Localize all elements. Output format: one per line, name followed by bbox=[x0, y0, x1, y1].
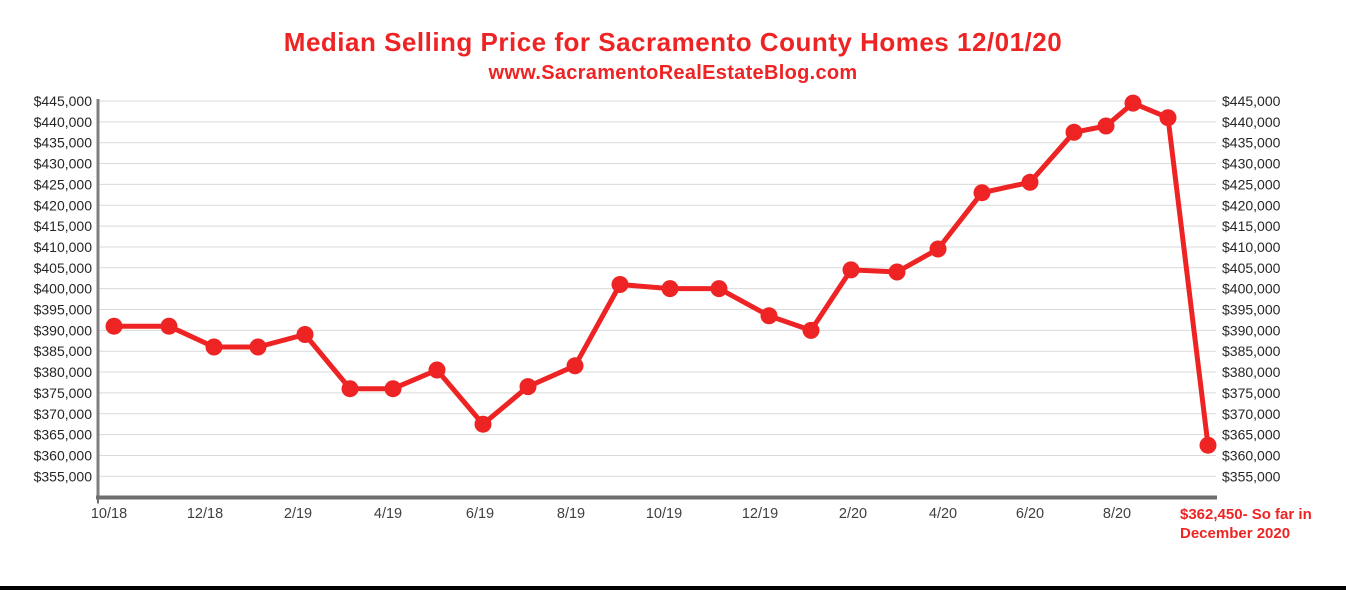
y-axis-label-left: $360,000 bbox=[34, 447, 93, 463]
y-axis-label-right: $405,000 bbox=[1222, 260, 1281, 276]
data-point bbox=[474, 415, 492, 433]
x-axis-label: 6/20 bbox=[1016, 506, 1044, 522]
y-axis-label-left: $370,000 bbox=[34, 406, 93, 422]
y-axis-label-left: $365,000 bbox=[34, 427, 93, 443]
y-axis-label-left: $405,000 bbox=[34, 260, 93, 276]
data-point bbox=[661, 280, 679, 298]
data-point bbox=[973, 184, 991, 202]
y-axis-label-right: $370,000 bbox=[1222, 406, 1281, 422]
data-point bbox=[566, 357, 584, 375]
y-axis-label-left: $400,000 bbox=[34, 281, 93, 297]
data-point bbox=[1021, 173, 1039, 191]
y-axis-label-right: $360,000 bbox=[1222, 447, 1281, 463]
x-axis-label: 4/19 bbox=[374, 506, 402, 522]
data-point bbox=[1159, 109, 1177, 127]
y-axis-label-right: $410,000 bbox=[1222, 239, 1281, 255]
data-point bbox=[249, 338, 267, 356]
x-axis-label: 4/20 bbox=[929, 506, 957, 522]
price-chart: $445,000 $445,000 $440,000 $440,000 $435,000… bbox=[34, 93, 1281, 522]
y-axis-label-right: $435,000 bbox=[1222, 135, 1281, 151]
december-so-far-annotation: $362,450- So far in December 2020 bbox=[1180, 505, 1312, 543]
y-axis-label-left: $380,000 bbox=[34, 364, 93, 380]
chart-subtitle-url: www.SacramentoRealEstateBlog.com bbox=[488, 62, 858, 84]
data-point bbox=[105, 317, 123, 335]
y-axis-label-right: $440,000 bbox=[1222, 114, 1281, 130]
y-axis-label-left: $410,000 bbox=[34, 239, 93, 255]
data-point bbox=[710, 280, 728, 298]
data-point bbox=[611, 276, 629, 293]
y-axis-label-left: $395,000 bbox=[34, 302, 93, 318]
y-axis-label-right: $375,000 bbox=[1222, 385, 1281, 401]
data-point bbox=[842, 261, 860, 279]
x-axis-label: 2/20 bbox=[839, 506, 867, 522]
data-point bbox=[888, 263, 906, 281]
y-axis-label-left: $445,000 bbox=[34, 93, 93, 109]
y-axis-label-right: $445,000 bbox=[1222, 93, 1281, 109]
chart-title: Median Selling Price for Sacramento Coun… bbox=[283, 27, 1063, 57]
y-axis-label-left: $435,000 bbox=[34, 135, 93, 151]
x-axis-label: 10/19 bbox=[646, 506, 682, 522]
y-axis-label-left: $440,000 bbox=[34, 114, 93, 130]
annotation-line-1: $362,450- So far in bbox=[1180, 506, 1312, 523]
y-axis-label-right: $395,000 bbox=[1222, 302, 1281, 318]
data-point bbox=[1097, 117, 1115, 135]
x-axis-label: 10/18 bbox=[91, 506, 127, 522]
x-axis-label: 12/19 bbox=[742, 506, 778, 522]
data-point bbox=[1124, 94, 1142, 112]
y-axis-label-left: $355,000 bbox=[34, 468, 93, 484]
x-axis-label: 8/20 bbox=[1103, 506, 1131, 522]
footer-divider-bar bbox=[0, 586, 1346, 590]
y-axis-label-left: $420,000 bbox=[34, 197, 93, 213]
y-axis-label-right: $425,000 bbox=[1222, 176, 1281, 192]
data-point bbox=[1199, 436, 1217, 454]
y-axis-label-right: $365,000 bbox=[1222, 427, 1281, 443]
y-axis-label-left: $430,000 bbox=[34, 156, 93, 172]
data-point bbox=[802, 321, 820, 339]
data-point bbox=[428, 361, 446, 379]
y-axis-label-right: $420,000 bbox=[1222, 197, 1281, 213]
x-axis-label: 6/19 bbox=[466, 506, 494, 522]
y-axis-label-left: $385,000 bbox=[34, 343, 93, 359]
data-point bbox=[384, 380, 402, 398]
y-axis-label-left: $390,000 bbox=[34, 322, 93, 338]
y-axis-label-right: $400,000 bbox=[1222, 281, 1281, 297]
data-point bbox=[205, 338, 223, 356]
data-point bbox=[296, 326, 314, 343]
data-point bbox=[1065, 123, 1083, 141]
data-point bbox=[160, 317, 178, 335]
y-axis-label-left: $425,000 bbox=[34, 176, 93, 192]
y-axis-label-left: $375,000 bbox=[34, 385, 93, 401]
data-point bbox=[519, 378, 537, 396]
data-point bbox=[929, 240, 947, 258]
y-axis-label-right: $415,000 bbox=[1222, 218, 1281, 234]
x-axis-label: 12/18 bbox=[187, 506, 223, 522]
y-axis-label-left: $415,000 bbox=[34, 218, 93, 234]
price-line-series bbox=[111, 100, 1211, 448]
x-axis-label: 8/19 bbox=[557, 506, 585, 522]
y-axis-label-right: $430,000 bbox=[1222, 156, 1281, 172]
data-point bbox=[341, 380, 359, 398]
y-axis-label-right: $355,000 bbox=[1222, 468, 1281, 484]
annotation-line-2: December 2020 bbox=[1180, 525, 1291, 542]
y-axis-label-right: $385,000 bbox=[1222, 343, 1281, 359]
data-point bbox=[760, 307, 778, 325]
y-axis-label-right: $380,000 bbox=[1222, 364, 1281, 380]
y-axis-label-right: $390,000 bbox=[1222, 322, 1281, 338]
x-axis-label: 2/19 bbox=[284, 506, 312, 522]
